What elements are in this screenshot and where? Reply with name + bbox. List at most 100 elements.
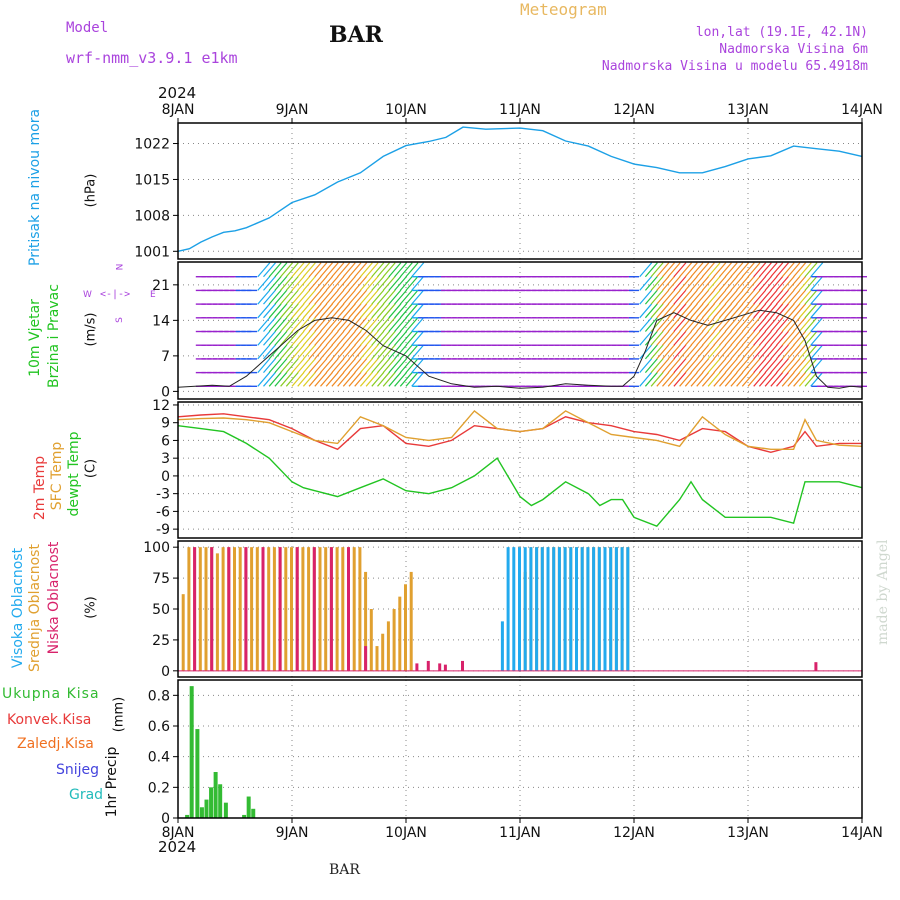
wind-barb bbox=[331, 303, 345, 319]
wind-barb bbox=[325, 303, 339, 319]
cloud-bar-mid bbox=[375, 646, 379, 671]
wind-barb bbox=[753, 317, 767, 332]
y-tick-label: 0 bbox=[161, 664, 170, 680]
precip-bar bbox=[251, 808, 256, 818]
wind-barb bbox=[730, 303, 744, 319]
wind-barb bbox=[719, 371, 732, 387]
wind-barb bbox=[297, 276, 311, 291]
wind-barb bbox=[707, 262, 721, 278]
wind-barb bbox=[405, 371, 419, 387]
wind-barb bbox=[770, 317, 784, 332]
wind-barb bbox=[810, 358, 824, 374]
wind-barb bbox=[776, 371, 789, 387]
wind-barb bbox=[798, 317, 812, 332]
wind-barb bbox=[776, 344, 789, 360]
y-tick-label: 9 bbox=[161, 416, 170, 432]
cloud-bar-mid bbox=[290, 547, 293, 671]
wind-barb bbox=[696, 289, 710, 305]
x-tick-label-top: 12JAN bbox=[613, 102, 655, 118]
wind-barb bbox=[257, 358, 271, 374]
wind-barb bbox=[724, 289, 738, 305]
cloud-bar-high bbox=[540, 547, 544, 671]
cloud-bar-low bbox=[193, 547, 197, 671]
wind-barb bbox=[268, 289, 282, 305]
wind-barb bbox=[793, 358, 807, 374]
wind-barb bbox=[684, 358, 698, 374]
wind-barb bbox=[639, 371, 653, 387]
wind-barb bbox=[274, 371, 288, 387]
wind-barb bbox=[354, 276, 368, 291]
wind-barb bbox=[741, 344, 755, 360]
wind-barb bbox=[285, 330, 299, 346]
y-tick-label: 0 bbox=[161, 811, 170, 827]
wind-barb bbox=[764, 344, 778, 360]
wind-barb bbox=[405, 358, 419, 374]
wind-barb bbox=[274, 289, 288, 305]
wind-barb bbox=[337, 289, 351, 305]
wind-barb bbox=[804, 317, 818, 332]
wind-barb bbox=[764, 371, 778, 387]
wind-barb bbox=[810, 303, 824, 319]
wind-barb bbox=[274, 344, 288, 360]
wind-barb bbox=[371, 303, 385, 319]
wind-barb bbox=[804, 276, 818, 291]
wind-barb bbox=[257, 330, 271, 346]
cloud-bar-mid bbox=[307, 547, 311, 671]
temperature-line-2 bbox=[177, 409, 863, 450]
wind-barb bbox=[753, 330, 767, 346]
wind-barb bbox=[377, 303, 390, 319]
y-tick-label: 25 bbox=[152, 633, 170, 649]
wind-barb bbox=[371, 358, 385, 374]
wind-barb bbox=[280, 371, 294, 387]
wind-barb bbox=[371, 262, 385, 278]
wind-barb bbox=[701, 262, 715, 278]
wind-barb bbox=[308, 262, 322, 278]
wind-barb bbox=[382, 358, 396, 374]
wind-barb bbox=[798, 358, 812, 374]
wind-barb bbox=[787, 330, 801, 346]
wind-barb bbox=[793, 289, 807, 305]
wind-barb bbox=[776, 276, 789, 291]
wind-barb bbox=[274, 358, 288, 374]
wind-barb bbox=[325, 358, 339, 374]
cloud-bar-low bbox=[415, 663, 419, 671]
cloud-bar-mid bbox=[238, 547, 242, 671]
wind-barb bbox=[747, 303, 761, 319]
x-tick-label-top: 8JAN bbox=[162, 102, 195, 118]
wind-barb bbox=[644, 303, 658, 319]
wind-barb bbox=[320, 317, 333, 332]
wind-barb bbox=[342, 276, 356, 291]
wind-barb bbox=[724, 371, 738, 387]
wind-barb bbox=[365, 289, 379, 305]
cloud-bar-low bbox=[347, 547, 350, 671]
x-tick-label-top: 10JAN bbox=[385, 102, 427, 118]
wind-barb bbox=[285, 371, 299, 387]
wind-barb bbox=[331, 358, 345, 374]
legend-total-rain: Ukupna Kisa bbox=[2, 686, 100, 702]
wind-barb bbox=[280, 262, 294, 278]
cloud-bar-low bbox=[295, 547, 299, 671]
wind-barb bbox=[764, 358, 778, 374]
wind-barb bbox=[302, 317, 316, 332]
wind-barb bbox=[707, 276, 721, 291]
wind-barb bbox=[776, 289, 789, 305]
cloud-bar-mid bbox=[255, 547, 259, 671]
wind-barb bbox=[804, 358, 818, 374]
precip-bar bbox=[213, 772, 218, 818]
wind-barb bbox=[291, 262, 305, 278]
wind-barb bbox=[331, 344, 345, 360]
wind-barb bbox=[696, 303, 710, 319]
cloud-bar-high bbox=[575, 547, 578, 671]
wind-barb bbox=[741, 330, 755, 346]
wind-barb bbox=[297, 289, 311, 305]
wind-barb bbox=[388, 330, 402, 346]
wind-barb bbox=[348, 289, 362, 305]
wind-barb bbox=[639, 276, 653, 291]
wind-barb bbox=[325, 330, 339, 346]
wind-barb bbox=[354, 330, 368, 346]
wind-barb bbox=[268, 317, 282, 332]
legend-freezing-rain: Zaledj.Kisa bbox=[17, 736, 94, 752]
wind-barb bbox=[644, 317, 658, 332]
cloud-bar-low bbox=[443, 664, 447, 671]
wind-barb bbox=[639, 262, 653, 278]
